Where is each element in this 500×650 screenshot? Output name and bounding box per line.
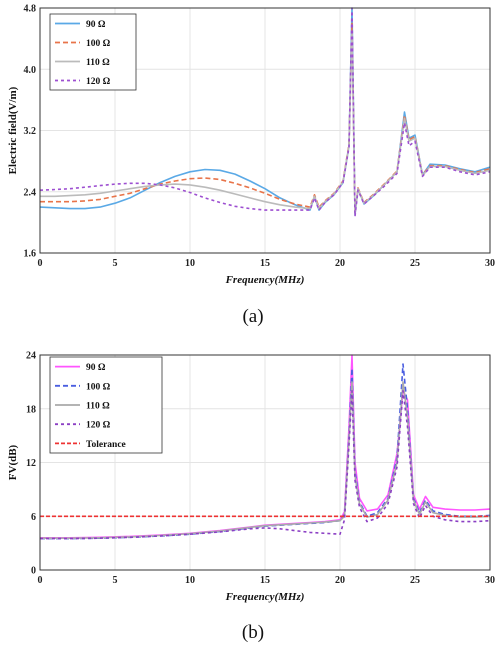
legend-box [49,13,137,91]
y-axis-label: Electric field(V/m) [7,86,19,174]
legend-label: 100 Ω [86,382,111,392]
legend-label: 110 Ω [86,402,110,412]
x-axis-label: Frequency(MHz) [225,274,305,286]
subfigure-caption: (b) [242,622,264,643]
x-tick-label: 15 [260,258,270,269]
y-tick-label: 24 [26,351,36,362]
chart-b: 0 5 10 15 20 25 30 0 6 12 18 24 Frequency(MHz) FV(dB)… [7,351,495,644]
legend: 90 Ω 100 Ω 110 Ω 120 Ω Tolerance [49,356,163,454]
x-tick-label: 0 [38,258,43,269]
y-tick-label: 6 [31,512,36,523]
y-tick-label: 1.6 [24,249,37,260]
series-line-2 [40,381,491,540]
legend-label: 90 Ω [86,363,106,373]
legend-label: 90 Ω [86,20,106,30]
legend-label: Tolerance [86,440,126,450]
x-axis-label: Frequency(MHz) [225,591,305,603]
x-tick-label: 15 [260,575,270,586]
legend-label: 100 Ω [86,39,111,49]
x-tick-label: 25 [410,258,420,269]
x-tick-label: 30 [485,258,495,269]
series-line-0 [39,7,491,216]
y-tick-label: 18 [26,404,36,415]
x-tick-label: 20 [335,575,345,586]
axes-frame [39,7,491,254]
x-tick-label: 20 [335,258,345,269]
y-tick-label: 3.2 [24,126,37,137]
y-tick-label: 2.4 [24,187,37,198]
x-tick-label: 5 [113,575,118,586]
y-tick-label: 4.0 [24,65,37,76]
y-axis-label: FV(dB) [7,444,19,480]
series-line-3 [39,7,491,218]
legend-label: 120 Ω [86,77,111,87]
x-tick-label: 0 [38,575,43,586]
legend-label: 120 Ω [86,421,111,431]
legend: 90 Ω 100 Ω 110 Ω 120 Ω [49,13,137,91]
x-tick-label: 5 [113,258,118,269]
legend-label: 110 Ω [86,58,110,68]
chart-a: 0 5 10 15 20 25 30 1.6 2.4 3.2 4.0 4.8 Frequency(MHz… [7,4,495,328]
series-line-1 [40,22,491,214]
y-tick-label: 0 [31,566,36,577]
x-tick-label: 25 [410,575,420,586]
x-tick-label: 10 [185,575,195,586]
x-tick-label: 30 [485,575,495,586]
subfigure-caption: (a) [242,306,263,327]
y-tick-label: 12 [26,458,36,469]
y-tick-label: 4.8 [24,4,37,15]
x-tick-label: 10 [185,258,195,269]
series-line-2 [40,30,491,215]
axes-frame [39,354,491,571]
series-line-3 [40,389,491,540]
